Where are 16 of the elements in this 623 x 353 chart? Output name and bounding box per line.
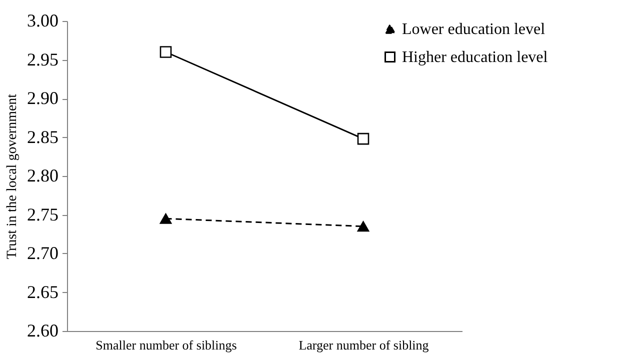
y-tick-label: 2.60 — [27, 320, 58, 340]
y-tick-label: 2.95 — [27, 49, 58, 70]
y-tick-label: 2.90 — [27, 88, 58, 108]
y-tick-label: 2.80 — [27, 166, 58, 186]
y-axis-title: Trust in the local government — [5, 94, 20, 260]
legend-label: Higher education level — [402, 49, 548, 66]
point — [160, 46, 172, 58]
point — [357, 132, 370, 145]
x-tick-label: Larger number of sibling — [298, 338, 430, 352]
legend-label: Lower education level — [402, 21, 546, 38]
y-tick-label: 2.65 — [27, 282, 58, 302]
y-tick-label: 2.85 — [27, 126, 58, 147]
y-tick-label: 3.00 — [27, 10, 58, 30]
y-tick-label: 2.70 — [27, 243, 58, 263]
y-tick-label: 2.75 — [27, 204, 58, 224]
x-tick-label: Smaller number of siblings — [96, 338, 237, 352]
